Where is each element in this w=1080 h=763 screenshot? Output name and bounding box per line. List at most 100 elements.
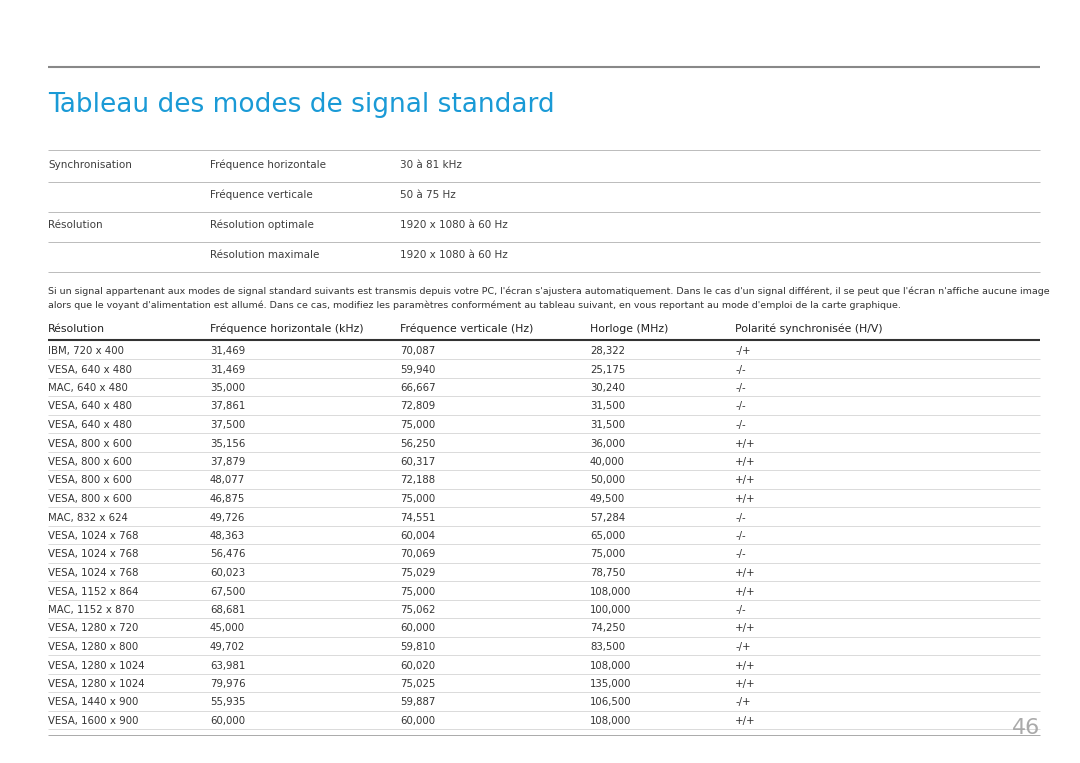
Text: 67,500: 67,500: [210, 587, 245, 597]
Text: 70,069: 70,069: [400, 549, 435, 559]
Text: 60,000: 60,000: [400, 623, 435, 633]
Text: 72,188: 72,188: [400, 475, 435, 485]
Text: 59,940: 59,940: [400, 365, 435, 375]
Text: VESA, 1024 x 768: VESA, 1024 x 768: [48, 549, 138, 559]
Text: -/-: -/-: [735, 549, 745, 559]
Text: 135,000: 135,000: [590, 679, 632, 689]
Text: 30,240: 30,240: [590, 383, 625, 393]
Text: +/+: +/+: [735, 568, 756, 578]
Text: -/-: -/-: [735, 513, 745, 523]
Text: VESA, 1280 x 800: VESA, 1280 x 800: [48, 642, 138, 652]
Text: 79,976: 79,976: [210, 679, 245, 689]
Text: 36,000: 36,000: [590, 439, 625, 449]
Text: 30 à 81 kHz: 30 à 81 kHz: [400, 160, 462, 170]
Text: 108,000: 108,000: [590, 661, 632, 671]
Text: 46,875: 46,875: [210, 494, 245, 504]
Text: MAC, 1152 x 870: MAC, 1152 x 870: [48, 605, 134, 615]
Text: 75,062: 75,062: [400, 605, 435, 615]
Text: 63,981: 63,981: [210, 661, 245, 671]
Text: Horloge (MHz): Horloge (MHz): [590, 324, 669, 334]
Text: VESA, 1440 x 900: VESA, 1440 x 900: [48, 697, 138, 707]
Text: 66,667: 66,667: [400, 383, 435, 393]
Text: 65,000: 65,000: [590, 531, 625, 541]
Text: alors que le voyant d'alimentation est allumé. Dans ce cas, modifiez les paramèt: alors que le voyant d'alimentation est a…: [48, 300, 901, 310]
Text: 74,551: 74,551: [400, 513, 435, 523]
Text: 56,250: 56,250: [400, 439, 435, 449]
Text: 31,500: 31,500: [590, 401, 625, 411]
Text: VESA, 640 x 480: VESA, 640 x 480: [48, 420, 132, 430]
Text: 49,702: 49,702: [210, 642, 245, 652]
Text: 75,000: 75,000: [400, 494, 435, 504]
Text: IBM, 720 x 400: IBM, 720 x 400: [48, 346, 124, 356]
Text: 35,156: 35,156: [210, 439, 245, 449]
Text: 108,000: 108,000: [590, 716, 632, 726]
Text: VESA, 800 x 600: VESA, 800 x 600: [48, 457, 132, 467]
Text: 31,469: 31,469: [210, 346, 245, 356]
Text: VESA, 800 x 600: VESA, 800 x 600: [48, 475, 132, 485]
Text: 74,250: 74,250: [590, 623, 625, 633]
Text: VESA, 1600 x 900: VESA, 1600 x 900: [48, 716, 138, 726]
Text: VESA, 640 x 480: VESA, 640 x 480: [48, 365, 132, 375]
Text: 75,000: 75,000: [400, 587, 435, 597]
Text: MAC, 640 x 480: MAC, 640 x 480: [48, 383, 127, 393]
Text: 49,726: 49,726: [210, 513, 245, 523]
Text: 35,000: 35,000: [210, 383, 245, 393]
Text: -/+: -/+: [735, 697, 751, 707]
Text: Résolution optimale: Résolution optimale: [210, 220, 314, 230]
Text: -/+: -/+: [735, 642, 751, 652]
Text: 31,500: 31,500: [590, 420, 625, 430]
Text: 45,000: 45,000: [210, 623, 245, 633]
Text: 59,887: 59,887: [400, 697, 435, 707]
Text: +/+: +/+: [735, 623, 756, 633]
Text: 60,000: 60,000: [210, 716, 245, 726]
Text: 37,500: 37,500: [210, 420, 245, 430]
Text: Résolution: Résolution: [48, 220, 103, 230]
Text: VESA, 1152 x 864: VESA, 1152 x 864: [48, 587, 138, 597]
Text: 100,000: 100,000: [590, 605, 632, 615]
Text: +/+: +/+: [735, 661, 756, 671]
Text: 46: 46: [1012, 718, 1040, 738]
Text: Fréquence horizontale: Fréquence horizontale: [210, 160, 326, 170]
Text: 70,087: 70,087: [400, 346, 435, 356]
Text: +/+: +/+: [735, 587, 756, 597]
Text: 50,000: 50,000: [590, 475, 625, 485]
Text: 50 à 75 Hz: 50 à 75 Hz: [400, 190, 456, 200]
Text: 75,025: 75,025: [400, 679, 435, 689]
Text: Fréquence horizontale (kHz): Fréquence horizontale (kHz): [210, 324, 364, 334]
Text: 60,023: 60,023: [210, 568, 245, 578]
Text: +/+: +/+: [735, 716, 756, 726]
Text: +/+: +/+: [735, 475, 756, 485]
Text: 49,500: 49,500: [590, 494, 625, 504]
Text: VESA, 1024 x 768: VESA, 1024 x 768: [48, 531, 138, 541]
Text: VESA, 1280 x 1024: VESA, 1280 x 1024: [48, 679, 145, 689]
Text: VESA, 800 x 600: VESA, 800 x 600: [48, 494, 132, 504]
Text: 56,476: 56,476: [210, 549, 245, 559]
Text: Synchronisation: Synchronisation: [48, 160, 132, 170]
Text: 25,175: 25,175: [590, 365, 625, 375]
Text: VESA, 1280 x 1024: VESA, 1280 x 1024: [48, 661, 145, 671]
Text: -/-: -/-: [735, 383, 745, 393]
Text: 75,000: 75,000: [400, 420, 435, 430]
Text: +/+: +/+: [735, 494, 756, 504]
Text: +/+: +/+: [735, 679, 756, 689]
Text: 106,500: 106,500: [590, 697, 632, 707]
Text: Résolution: Résolution: [48, 324, 105, 334]
Text: Polarité synchronisée (H/V): Polarité synchronisée (H/V): [735, 324, 882, 334]
Text: Fréquence verticale: Fréquence verticale: [210, 190, 313, 201]
Text: VESA, 1024 x 768: VESA, 1024 x 768: [48, 568, 138, 578]
Text: -/+: -/+: [735, 346, 751, 356]
Text: Résolution maximale: Résolution maximale: [210, 250, 320, 260]
Text: 1920 x 1080 à 60 Hz: 1920 x 1080 à 60 Hz: [400, 220, 508, 230]
Text: VESA, 640 x 480: VESA, 640 x 480: [48, 401, 132, 411]
Text: 60,004: 60,004: [400, 531, 435, 541]
Text: VESA, 1280 x 720: VESA, 1280 x 720: [48, 623, 138, 633]
Text: -/-: -/-: [735, 531, 745, 541]
Text: Tableau des modes de signal standard: Tableau des modes de signal standard: [48, 92, 555, 118]
Text: 83,500: 83,500: [590, 642, 625, 652]
Text: 31,469: 31,469: [210, 365, 245, 375]
Text: 55,935: 55,935: [210, 697, 245, 707]
Text: 78,750: 78,750: [590, 568, 625, 578]
Text: 68,681: 68,681: [210, 605, 245, 615]
Text: 59,810: 59,810: [400, 642, 435, 652]
Text: -/-: -/-: [735, 605, 745, 615]
